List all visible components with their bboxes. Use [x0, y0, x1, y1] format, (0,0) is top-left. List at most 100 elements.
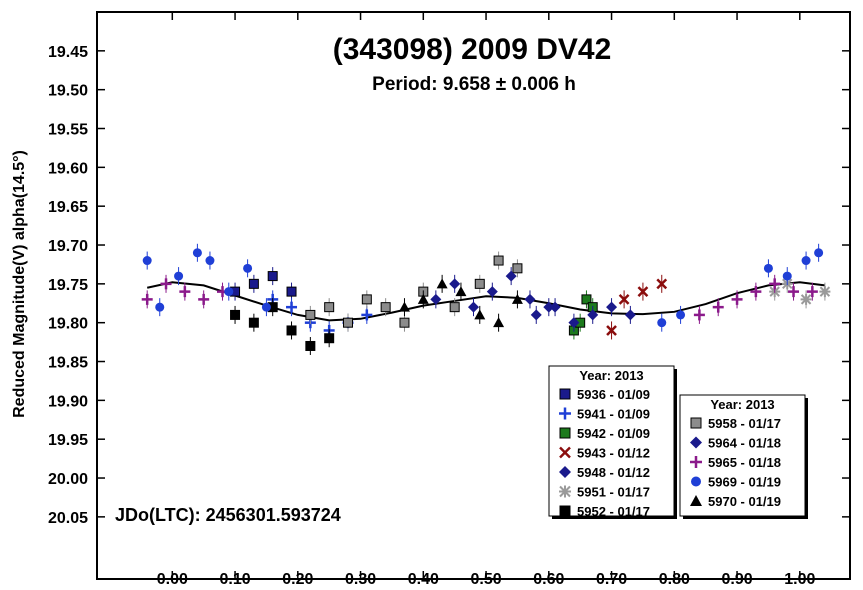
- chart-subtitle: Period: 9.658 ± 0.006 h: [372, 74, 576, 95]
- y-tick-label: 19.55: [48, 122, 88, 139]
- y-tick-label: 20.00: [48, 471, 88, 488]
- fit-curve: [146, 281, 826, 322]
- y-tick-label: 19.95: [48, 432, 88, 449]
- data-point: [769, 278, 781, 290]
- data-point: [606, 301, 618, 313]
- data-point: [474, 309, 486, 320]
- data-point: [788, 286, 800, 298]
- x-tick-label: 0.70: [596, 571, 627, 585]
- data-point: [160, 278, 172, 290]
- x-tick-label: 0.00: [157, 571, 188, 585]
- chart-title: (343098) 2009 DV42: [333, 33, 612, 66]
- x-tick-label: 0.80: [659, 571, 690, 585]
- data-point: [455, 286, 467, 297]
- data-point: [712, 301, 724, 313]
- jdo-annotation: JDo(LTC): 2456301.593724: [115, 505, 341, 525]
- legend-marker: [559, 427, 571, 439]
- legend-marker: [690, 456, 702, 468]
- data-point: [198, 293, 210, 305]
- y-tick-label: 19.65: [48, 199, 88, 216]
- data-point: [261, 302, 271, 312]
- data-point: [174, 271, 184, 281]
- data-point: [436, 278, 448, 289]
- data-point: [286, 286, 297, 297]
- data-point: [230, 309, 241, 320]
- y-axis-label: Reduced Magnitude(V) alpha(14.5°): [11, 150, 28, 418]
- data-point: [486, 286, 498, 298]
- data-point: [474, 278, 485, 289]
- legend-marker: [559, 446, 571, 459]
- x-tick-label: 0.30: [345, 571, 376, 585]
- data-point: [782, 271, 792, 281]
- legend-marker: [559, 388, 571, 400]
- y-tick-label: 19.60: [48, 160, 88, 177]
- data-point: [656, 278, 668, 290]
- x-tick-label: 0.50: [470, 571, 501, 585]
- data-point: [380, 302, 391, 313]
- data-point: [814, 248, 824, 258]
- data-point: [248, 278, 259, 289]
- x-tick-label: 0.20: [282, 571, 313, 585]
- data-point: [243, 263, 253, 273]
- data-point: [417, 293, 429, 304]
- data-point: [286, 325, 297, 336]
- x-tick-label: 0.40: [408, 571, 439, 585]
- data-point: [343, 317, 353, 328]
- y-tick-label: 19.75: [48, 277, 88, 294]
- x-tick-label: 0.90: [721, 571, 752, 585]
- data-point: [806, 286, 818, 298]
- data-point: [676, 310, 686, 320]
- y-tick-label: 19.50: [48, 83, 88, 100]
- data-point: [399, 317, 410, 328]
- data-point: [449, 278, 461, 290]
- legend-label: 5952 - 01/17: [577, 504, 650, 519]
- data-point: [581, 294, 592, 305]
- data-point: [763, 263, 773, 273]
- y-tick-label: 19.90: [48, 393, 88, 410]
- data-point: [248, 317, 259, 328]
- data-point: [801, 256, 811, 266]
- x-tick-label: 0.60: [533, 571, 564, 585]
- data-point: [530, 309, 542, 321]
- legend-title: Year: 2013: [710, 397, 774, 412]
- data-point: [361, 309, 373, 321]
- data-point: [468, 301, 479, 313]
- legend-marker: [559, 505, 571, 517]
- data-point: [142, 256, 152, 266]
- data-point: [361, 294, 372, 305]
- data-point: [449, 302, 460, 313]
- legend-marker: [690, 436, 702, 449]
- data-point: [305, 309, 316, 320]
- data-point: [155, 302, 165, 312]
- data-point: [637, 286, 649, 298]
- data-point: [606, 325, 617, 336]
- data-point: [398, 301, 410, 312]
- data-point: [731, 293, 743, 305]
- legend-label: 5951 - 01/17: [577, 485, 650, 500]
- data-point: [618, 293, 630, 305]
- legend-marker: [690, 417, 702, 429]
- legend-box: Year: 2013 5936 - 01/09 5941 - 01/09 5942 -…: [548, 365, 677, 519]
- legend-marker: [559, 485, 571, 498]
- x-tick-label: 0.10: [219, 571, 250, 585]
- data-point: [693, 309, 705, 321]
- legend-label: 5958 - 01/17: [708, 416, 781, 431]
- y-tick-label: 20.05: [48, 510, 88, 527]
- data-point: [587, 309, 599, 321]
- data-point: [267, 271, 278, 282]
- legend-label: 5965 - 01/18: [708, 455, 781, 470]
- data-point: [819, 286, 831, 298]
- data-point: [568, 317, 580, 329]
- legend-label: 5969 - 01/19: [708, 475, 781, 490]
- data-point: [511, 293, 523, 304]
- data-point: [750, 286, 762, 298]
- legend-title: Year: 2013: [579, 368, 643, 383]
- y-tick-label: 19.45: [48, 44, 88, 61]
- data-point: [505, 270, 517, 282]
- y-tick-label: 19.70: [48, 238, 88, 255]
- legend-label: 5948 - 01/12: [577, 465, 650, 480]
- data-point: [224, 287, 234, 297]
- data-point: [305, 340, 316, 351]
